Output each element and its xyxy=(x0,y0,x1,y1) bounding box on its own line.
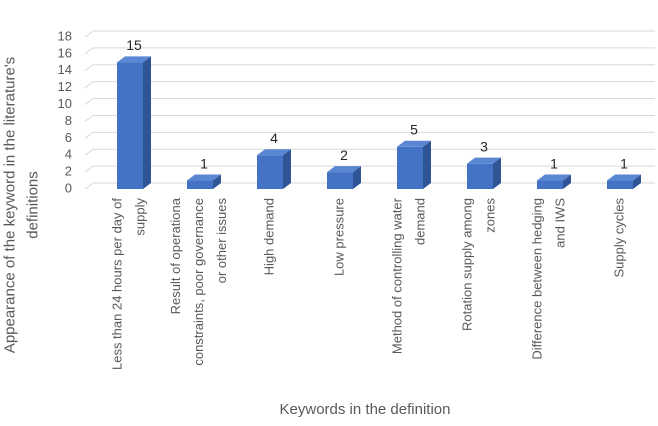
bar-top xyxy=(397,140,431,147)
x-tick-label: Method of controlling water demand xyxy=(390,197,428,354)
bar-side xyxy=(353,166,361,189)
bar-front xyxy=(397,146,423,189)
bar-front xyxy=(467,163,493,189)
data-label: 1 xyxy=(550,155,558,171)
bar xyxy=(397,140,431,189)
bar-side xyxy=(423,140,431,189)
bar-top xyxy=(537,174,571,181)
x-tick-label: Rotation supply among zones xyxy=(460,198,498,331)
bar xyxy=(187,174,221,189)
grid-line xyxy=(84,98,655,105)
bar-top xyxy=(607,174,641,181)
y-tick-label: 2 xyxy=(65,164,72,179)
bar xyxy=(537,174,571,189)
x-axis-title: Keywords in the definition xyxy=(280,401,451,418)
bar-front xyxy=(117,62,143,190)
bar-side xyxy=(213,174,221,189)
data-label: 1 xyxy=(620,155,628,171)
data-label: 1 xyxy=(200,155,208,171)
y-tick-label: 16 xyxy=(58,45,72,60)
bar-side xyxy=(493,157,501,189)
x-tick-label: Result of operationa constraints, poor go… xyxy=(168,197,229,365)
bar xyxy=(257,149,291,189)
y-tick-label: 10 xyxy=(58,96,72,111)
x-tick-label: Difference between hedging and IWS xyxy=(530,198,568,360)
y-tick-label: 14 xyxy=(58,62,72,77)
y-axis-title: Appearance of the keyword in the literat… xyxy=(1,57,41,353)
data-label: 15 xyxy=(126,37,142,53)
grid-line xyxy=(84,148,655,156)
bar xyxy=(467,157,501,189)
bar-front xyxy=(607,180,633,189)
data-label: 3 xyxy=(480,138,488,154)
bar-top xyxy=(187,174,221,181)
grid-line xyxy=(84,131,655,139)
bar-side xyxy=(563,174,571,189)
bar-side xyxy=(143,56,151,190)
grid-line xyxy=(84,114,655,122)
data-label: 4 xyxy=(270,130,278,146)
y-tick-label: 18 xyxy=(58,28,72,43)
bar-top xyxy=(257,149,291,156)
x-tick-label: Less than 24 hours per day of supply xyxy=(110,198,148,371)
x-tick-label: High demand xyxy=(261,198,276,275)
y-tick-label: 12 xyxy=(58,79,72,94)
bar-front xyxy=(327,172,353,189)
x-tick-label: Supply cycles xyxy=(611,198,626,278)
data-label: 5 xyxy=(410,121,418,137)
bar-front xyxy=(257,155,283,189)
bar xyxy=(327,166,361,189)
y-tick-label: 0 xyxy=(65,180,72,195)
data-label: 2 xyxy=(340,147,348,163)
grid-line xyxy=(84,81,655,89)
bar xyxy=(117,56,151,190)
grid-line xyxy=(84,64,655,72)
bar-top xyxy=(117,56,151,63)
y-tick-label: 8 xyxy=(65,113,72,128)
bar-side xyxy=(283,149,291,189)
y-tick-label: 4 xyxy=(65,147,72,162)
bar-top xyxy=(467,157,501,164)
bar xyxy=(607,174,641,189)
grid-line xyxy=(84,30,655,38)
bar-front xyxy=(537,180,563,189)
x-tick-label: Low pressure xyxy=(331,198,346,276)
bar-front xyxy=(187,180,213,189)
bar-side xyxy=(633,174,641,189)
grid-line xyxy=(84,165,655,173)
grid-line xyxy=(84,47,655,55)
y-tick-label: 6 xyxy=(65,130,72,145)
bar-top xyxy=(327,166,361,173)
